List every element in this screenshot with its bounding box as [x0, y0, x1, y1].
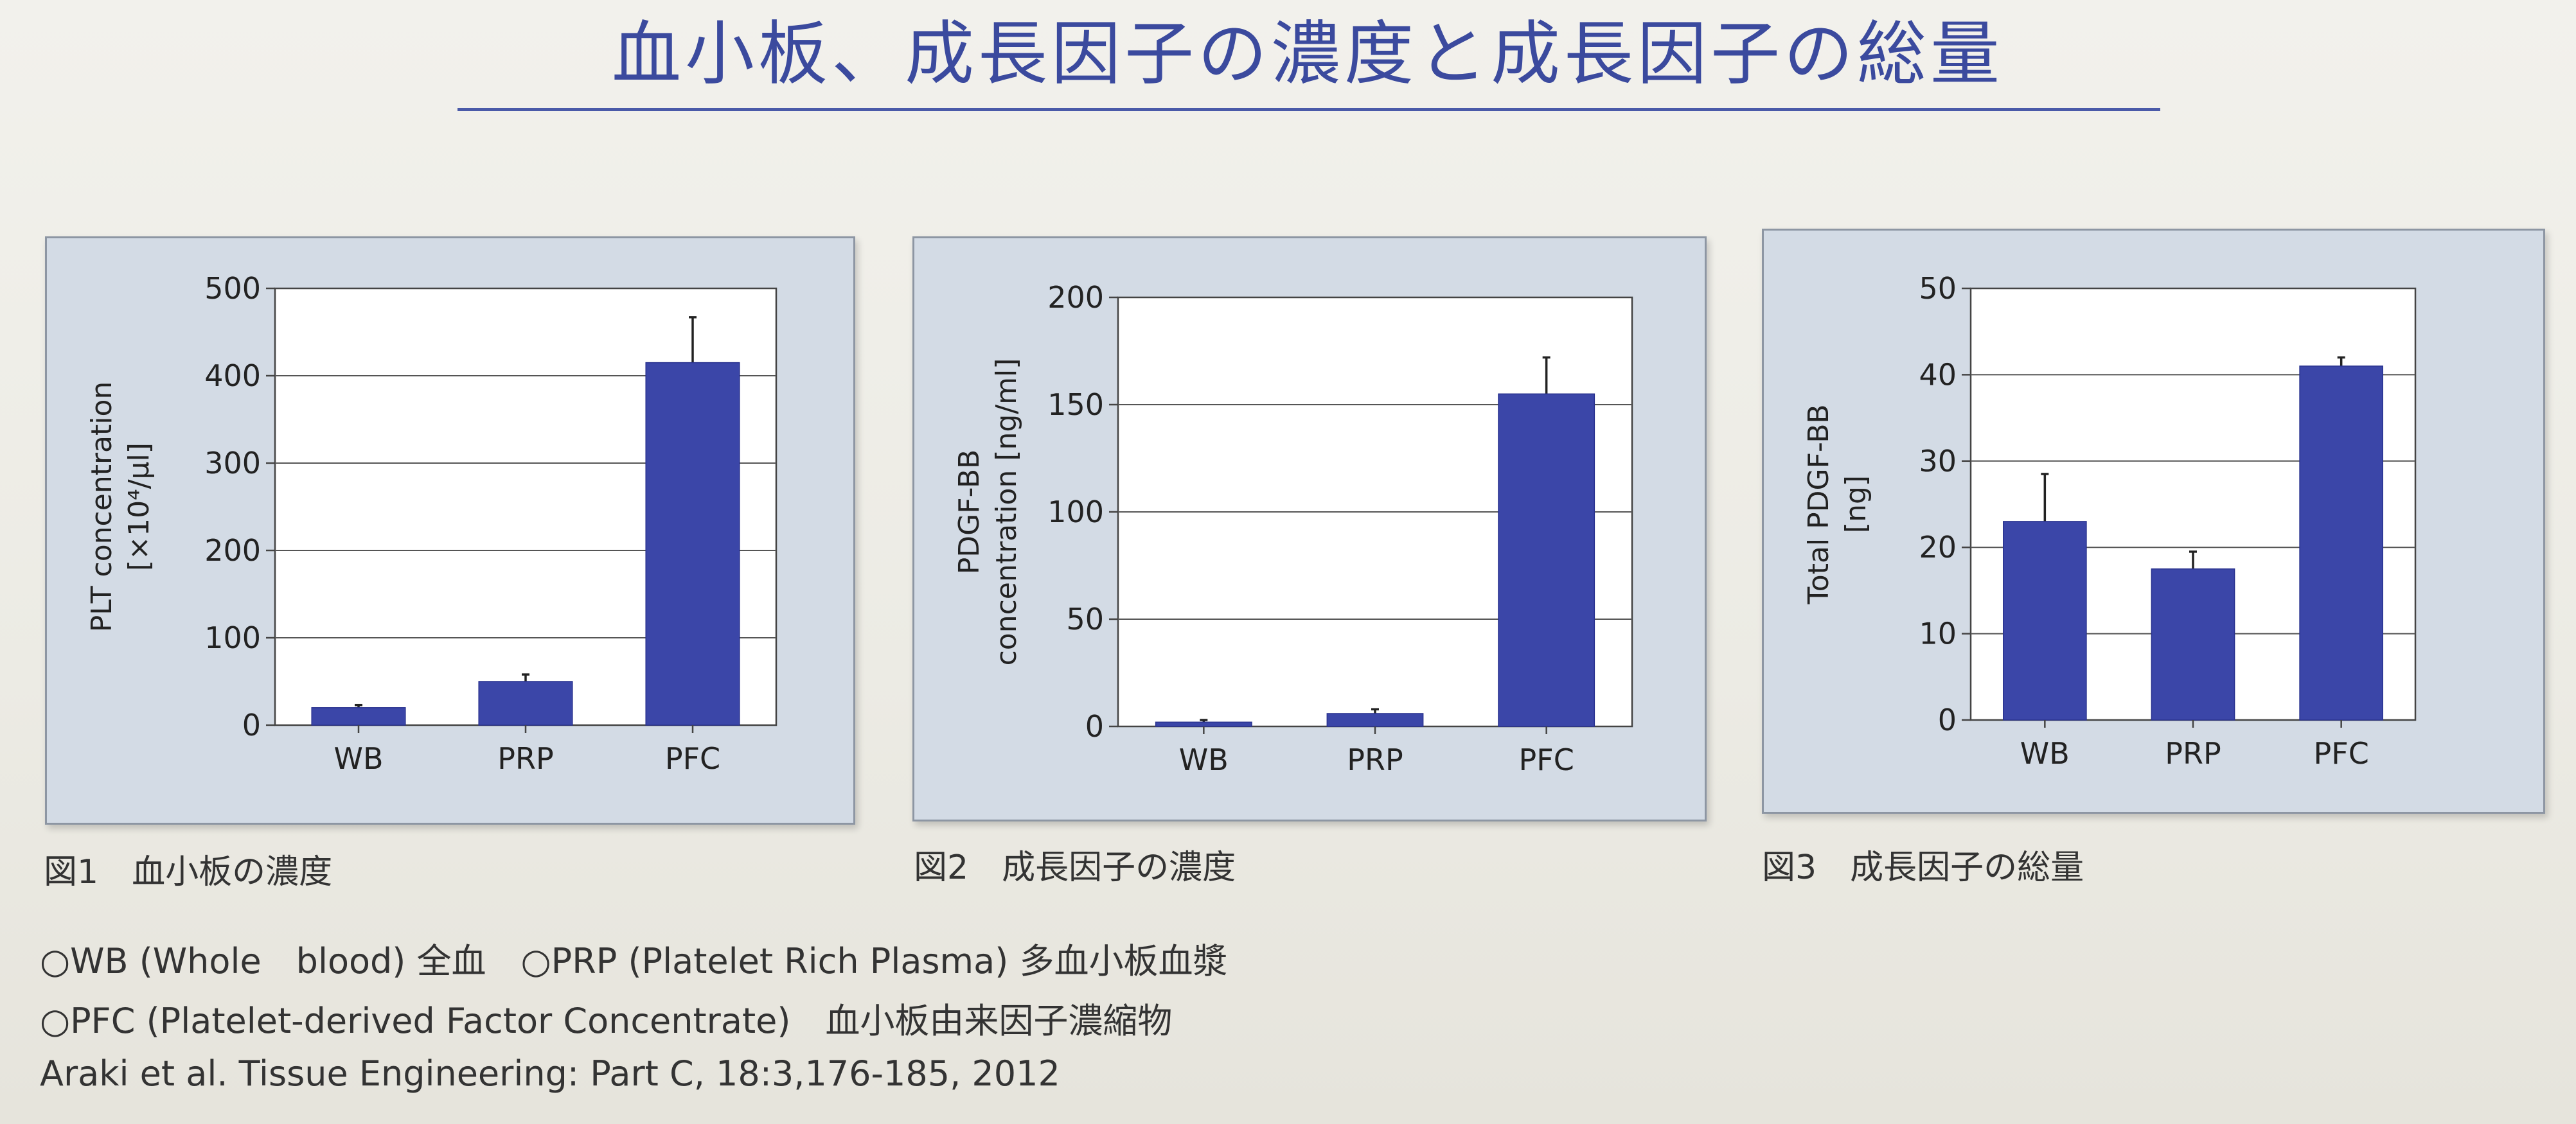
- y-axis-label: PLT concentration: [85, 382, 118, 633]
- chart-panel-pdgf-total: 0 10 20 30 40 50 WB PRP PFC Total PDGF-BB [ng]: [1762, 229, 2545, 814]
- x-tick-label: WB: [333, 741, 383, 776]
- y-tick-label: 0: [242, 708, 261, 742]
- x-tick-label: WB: [1179, 742, 1229, 777]
- pdgf-concentration-chart: 0 50 100 150 200 WB PRP PFC PDGF-BB concentration…: [953, 280, 1633, 777]
- bar-wb: [311, 707, 406, 726]
- abbreviation-note-2: ○PFC (Platelet-derived Factor Concentrat…: [40, 1001, 1173, 1041]
- title-underline: [457, 108, 2160, 111]
- y-tick-label: 50: [1919, 271, 1957, 306]
- y-axis-label: Total PDGF-BB: [1802, 404, 1835, 604]
- chart-panel-plt: 0 100 200 300 400 500 WB PRP PFC PLT concentratio…: [45, 236, 855, 825]
- y-tick-label: 10: [1919, 617, 1957, 651]
- x-tick-label: PFC: [1519, 742, 1574, 777]
- y-axis-label: [×10⁴/μl]: [123, 443, 155, 571]
- y-axis-label: concentration [ng/ml]: [990, 358, 1023, 666]
- y-tick-label: 40: [1919, 357, 1957, 392]
- abbreviation-note-1: ○WB (Whole blood) 全血 ○PRP (Platelet Rich…: [40, 941, 1228, 981]
- citation: Araki et al. Tissue Engineering: Part C,…: [40, 1053, 1060, 1094]
- y-tick-label: 30: [1919, 444, 1957, 479]
- y-tick-label: 400: [204, 358, 261, 393]
- y-tick-label: 50: [1066, 602, 1104, 637]
- y-tick-label: 150: [1047, 387, 1104, 422]
- chart-panel-pdgf-concentration: 0 50 100 150 200 WB PRP PFC PDGF-BB concentration…: [912, 236, 1707, 821]
- plt-concentration-chart: 0 100 200 300 400 500 WB PRP PFC PLT concentratio…: [85, 271, 777, 776]
- figure-caption-2: 図2 成長因子の濃度: [914, 848, 1236, 887]
- bar-pfc: [2299, 365, 2384, 721]
- y-axis-label: [ng]: [1840, 475, 1872, 533]
- y-axis-label: PDGF-BB: [953, 450, 986, 575]
- bar-pfc: [1498, 393, 1595, 727]
- bar-prp: [478, 681, 573, 726]
- y-tick-label: 500: [204, 271, 261, 306]
- y-tick-label: 100: [204, 620, 261, 655]
- bar-wb: [2002, 521, 2087, 721]
- figure-caption-3: 図3 成長因子の総量: [1762, 848, 2084, 887]
- y-tick-label: 100: [1047, 495, 1104, 529]
- x-tick-label: PRP: [2165, 736, 2221, 771]
- x-tick-label: PFC: [665, 741, 720, 776]
- bar-prp: [2151, 568, 2235, 721]
- figure-caption-1: 図1 血小板の濃度: [44, 853, 333, 891]
- bar-wb: [1155, 721, 1252, 727]
- pdgf-total-chart: 0 10 20 30 40 50 WB PRP PFC Total PDGF-BB [ng]: [1802, 271, 2417, 771]
- x-tick-label: WB: [2020, 736, 2070, 771]
- y-tick-label: 0: [1938, 703, 1957, 737]
- x-tick-label: PRP: [497, 741, 553, 776]
- y-tick-label: 200: [204, 533, 261, 568]
- bar-prp: [1326, 713, 1424, 727]
- x-tick-label: PFC: [2314, 736, 2369, 771]
- bar-pfc: [645, 362, 740, 726]
- y-tick-label: 300: [204, 446, 261, 480]
- y-tick-label: 200: [1047, 280, 1104, 315]
- y-tick-label: 20: [1919, 530, 1957, 565]
- y-tick-label: 0: [1085, 709, 1104, 744]
- x-tick-label: PRP: [1347, 742, 1403, 777]
- page-title: 血小板、成長因子の濃度と成長因子の総量: [611, 14, 2003, 94]
